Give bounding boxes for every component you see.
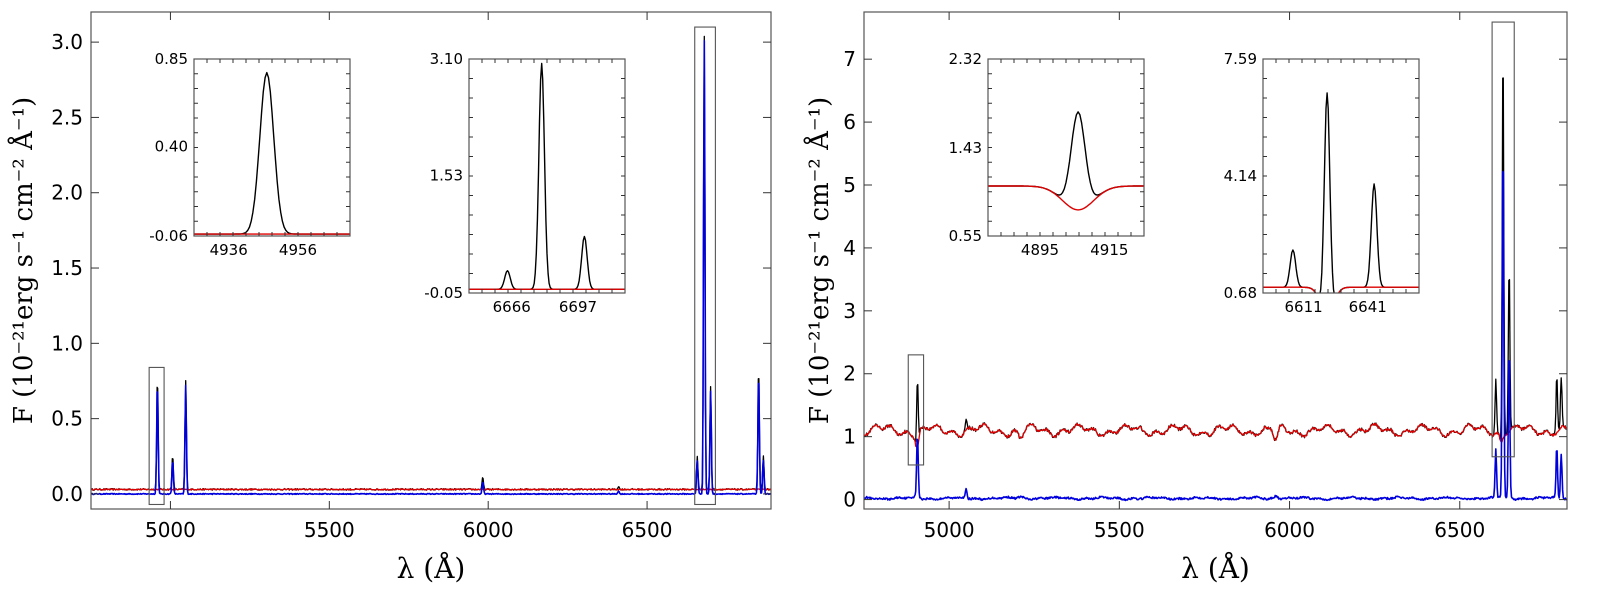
y-tick-label: 1.5 xyxy=(51,256,83,280)
y-tick-label: 0 xyxy=(843,488,856,512)
zoom-box-1 xyxy=(148,366,165,506)
inset-background xyxy=(1263,59,1419,293)
inset-y-tick-label: -0.05 xyxy=(424,284,463,302)
plot-area xyxy=(864,77,1567,502)
y-tick-label: 2 xyxy=(843,362,856,386)
inset-x-tick-label: 6611 xyxy=(1285,298,1323,316)
residual-spectrum-line xyxy=(91,40,771,496)
x-axis-label: λ (Å) xyxy=(397,552,466,585)
x-tick-label: 5000 xyxy=(924,518,975,542)
y-tick-label: 6 xyxy=(843,110,856,134)
inset-y-tick-label: 2.32 xyxy=(949,50,982,68)
inset-x-tick-label: 6697 xyxy=(559,298,597,316)
inset-y-tick-label: 1.53 xyxy=(430,167,463,185)
inset-y-tick-label: 0.55 xyxy=(949,227,982,245)
inset-1: 4936 4956 -0.06 0.40 0.85 xyxy=(149,50,351,259)
plot-area xyxy=(91,35,771,496)
inset-x-tick-label: 4915 xyxy=(1090,241,1128,259)
y-tick-label: 0.0 xyxy=(51,482,83,506)
inset-x-tick-label: 4936 xyxy=(210,241,248,259)
right-spectrum-panel: 5000 5500 6000 6500 0 1 2 3 4 5 6 7 λ (Å) F (10⁻²¹erg… xyxy=(803,11,1568,585)
inset-x-tick-label: 6641 xyxy=(1349,298,1387,316)
y-tick-label: 1.0 xyxy=(51,331,83,355)
inset-x-tick-label: 4956 xyxy=(279,241,317,259)
x-tick-label: 6000 xyxy=(1264,518,1315,542)
inset-y-tick-label: 7.59 xyxy=(1224,50,1257,68)
inset-background xyxy=(194,59,350,236)
y-tick-label: 3 xyxy=(843,299,856,323)
inset-y-tick-label: 0.85 xyxy=(155,50,188,68)
inset-2: 6611 6641 0.68 4.14 7.59 xyxy=(1224,50,1420,316)
zoom-box-1 xyxy=(907,354,925,466)
stellar-model-line xyxy=(91,488,771,491)
inset-y-tick-label: 0.40 xyxy=(155,138,188,156)
plot-frame xyxy=(863,11,1568,510)
x-tick-label: 5500 xyxy=(1094,518,1145,542)
y-tick-label: 7 xyxy=(843,47,856,71)
inset-y-tick-label: 4.14 xyxy=(1224,167,1257,185)
zoom-box-2 xyxy=(694,26,716,506)
inset-1: 4895 4915 0.55 1.43 2.32 xyxy=(949,50,1145,259)
residual-spectrum-line xyxy=(864,170,1567,502)
y-axis-label: F (10⁻²¹erg s⁻¹ cm⁻² Å⁻¹) xyxy=(803,97,835,424)
x-tick-label: 6500 xyxy=(1434,518,1485,542)
y-tick-label: 3.0 xyxy=(51,30,83,54)
y-tick-label: 2.5 xyxy=(51,105,83,129)
inset-2: 6666 6697 -0.05 1.53 3.10 xyxy=(424,50,626,316)
x-tick-label: 5000 xyxy=(145,518,196,542)
observed-spectrum-line xyxy=(864,77,1567,443)
inset-y-tick-label: 0.68 xyxy=(1224,284,1257,302)
x-tick-label: 6500 xyxy=(622,518,673,542)
x-axis-label: λ (Å) xyxy=(1181,552,1250,585)
y-tick-label: 0.5 xyxy=(51,407,83,431)
y-tick-label: 1 xyxy=(843,425,856,449)
inset-y-tick-label: 1.43 xyxy=(949,139,982,157)
y-tick-label: 2.0 xyxy=(51,181,83,205)
inset-plot-area xyxy=(988,111,1144,211)
y-tick-label: 4 xyxy=(843,236,856,260)
inset-y-tick-label: 3.10 xyxy=(430,50,463,68)
inset-x-tick-label: 4895 xyxy=(1021,241,1059,259)
y-axis-label: F (10⁻²¹erg s⁻¹ cm⁻² Å⁻¹) xyxy=(7,97,39,424)
inset-x-tick-label: 6666 xyxy=(493,298,531,316)
inset-y-tick-label: -0.06 xyxy=(149,227,188,245)
x-tick-label: 5500 xyxy=(304,518,355,542)
observed-spectrum-line xyxy=(91,35,771,491)
zoom-box-2 xyxy=(1491,21,1515,458)
plot-frame xyxy=(90,11,772,510)
stellar-model-line xyxy=(864,422,1567,449)
left-spectrum-panel: 5000 5500 6000 6500 0.0 0.5 1.0 1.5 2.0 2.5 3.0 λ (… xyxy=(7,11,772,585)
inset-background xyxy=(988,59,1144,236)
inset-model-line xyxy=(988,185,1144,211)
x-tick-label: 6000 xyxy=(463,518,514,542)
y-tick-label: 5 xyxy=(843,173,856,197)
